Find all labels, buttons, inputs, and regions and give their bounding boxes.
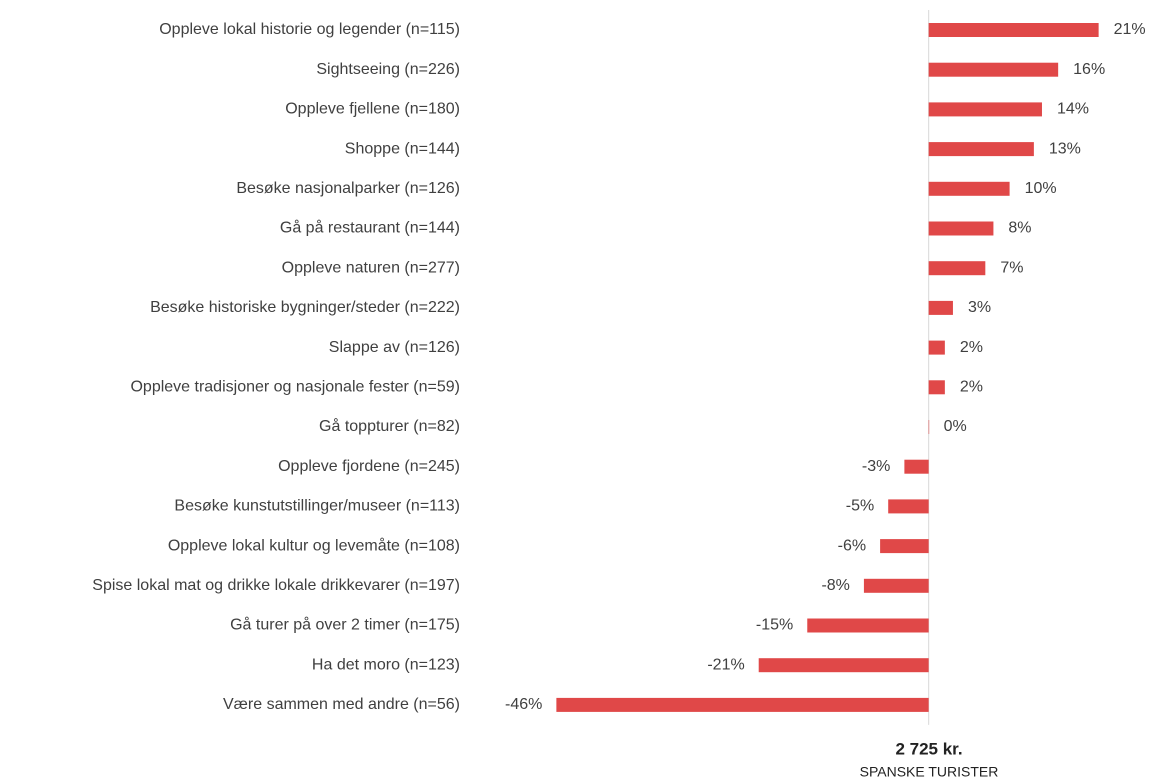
category-label: Oppleve tradisjoner og nasjonale fester …: [130, 379, 460, 396]
value-label: 2%: [960, 379, 983, 396]
bar: [888, 499, 929, 514]
bar: [928, 62, 1059, 77]
category-label: Sightseeing (n=226): [316, 61, 460, 78]
category-label: Besøke historiske bygninger/steder (n=22…: [150, 299, 460, 316]
bar: [807, 618, 929, 633]
value-label: 16%: [1073, 61, 1105, 78]
bar: [556, 697, 929, 712]
bar: [928, 340, 945, 355]
value-label: 10%: [1025, 180, 1057, 197]
category-label: Oppleve naturen (n=277): [282, 259, 460, 276]
category-label: Slappe av (n=126): [329, 339, 460, 356]
bar: [928, 23, 1099, 37]
bar: [880, 539, 929, 554]
category-label: Oppleve lokal historie og legender (n=11…: [159, 21, 460, 38]
value-label: 2%: [960, 339, 983, 356]
category-label: Gå turer på over 2 timer (n=175): [230, 616, 460, 634]
category-label: Oppleve fjordene (n=245): [278, 458, 460, 475]
category-label: Gå toppturer (n=82): [319, 417, 460, 435]
bar: [928, 181, 1010, 196]
category-label: Besøke kunstutstillinger/museer (n=113): [174, 498, 460, 515]
bar: [928, 221, 994, 236]
category-label: Besøke nasjonalparker (n=126): [236, 180, 460, 197]
bar: [863, 578, 929, 593]
value-label: -6%: [838, 537, 866, 554]
category-label: Være sammen med andre (n=56): [223, 696, 460, 713]
category-label: Spise lokal mat og drikke lokale drikkev…: [92, 577, 460, 594]
bar: [928, 380, 945, 395]
category-label: Gå på restaurant (n=144): [280, 219, 460, 237]
value-label: -21%: [707, 656, 744, 673]
value-label: -8%: [821, 577, 849, 594]
annotation-label: SPANSKE TURISTER: [860, 764, 999, 780]
bar: [904, 459, 929, 474]
bar: [928, 142, 1034, 157]
value-label: -46%: [505, 696, 542, 713]
annotation-value: 2 725 kr.: [895, 739, 962, 758]
value-label: 13%: [1049, 140, 1081, 157]
bar: [928, 420, 930, 434]
bar: [758, 658, 929, 673]
category-label: Oppleve fjellene (n=180): [285, 101, 460, 118]
value-label: 8%: [1008, 220, 1031, 237]
value-label: 0%: [944, 418, 967, 435]
value-label: 7%: [1000, 259, 1023, 276]
category-label: Oppleve lokal kultur og levemåte (n=108): [168, 536, 460, 554]
value-label: -5%: [846, 498, 874, 515]
category-label: Ha det moro (n=123): [312, 656, 460, 673]
bar: [928, 261, 986, 276]
value-label: 3%: [968, 299, 991, 316]
value-label: 14%: [1057, 101, 1089, 118]
bar: [928, 300, 953, 315]
bar: [928, 102, 1042, 117]
category-label: Shoppe (n=144): [345, 140, 460, 157]
value-label: 21%: [1114, 21, 1146, 38]
value-label: -15%: [756, 617, 793, 634]
value-label: -3%: [862, 458, 890, 475]
